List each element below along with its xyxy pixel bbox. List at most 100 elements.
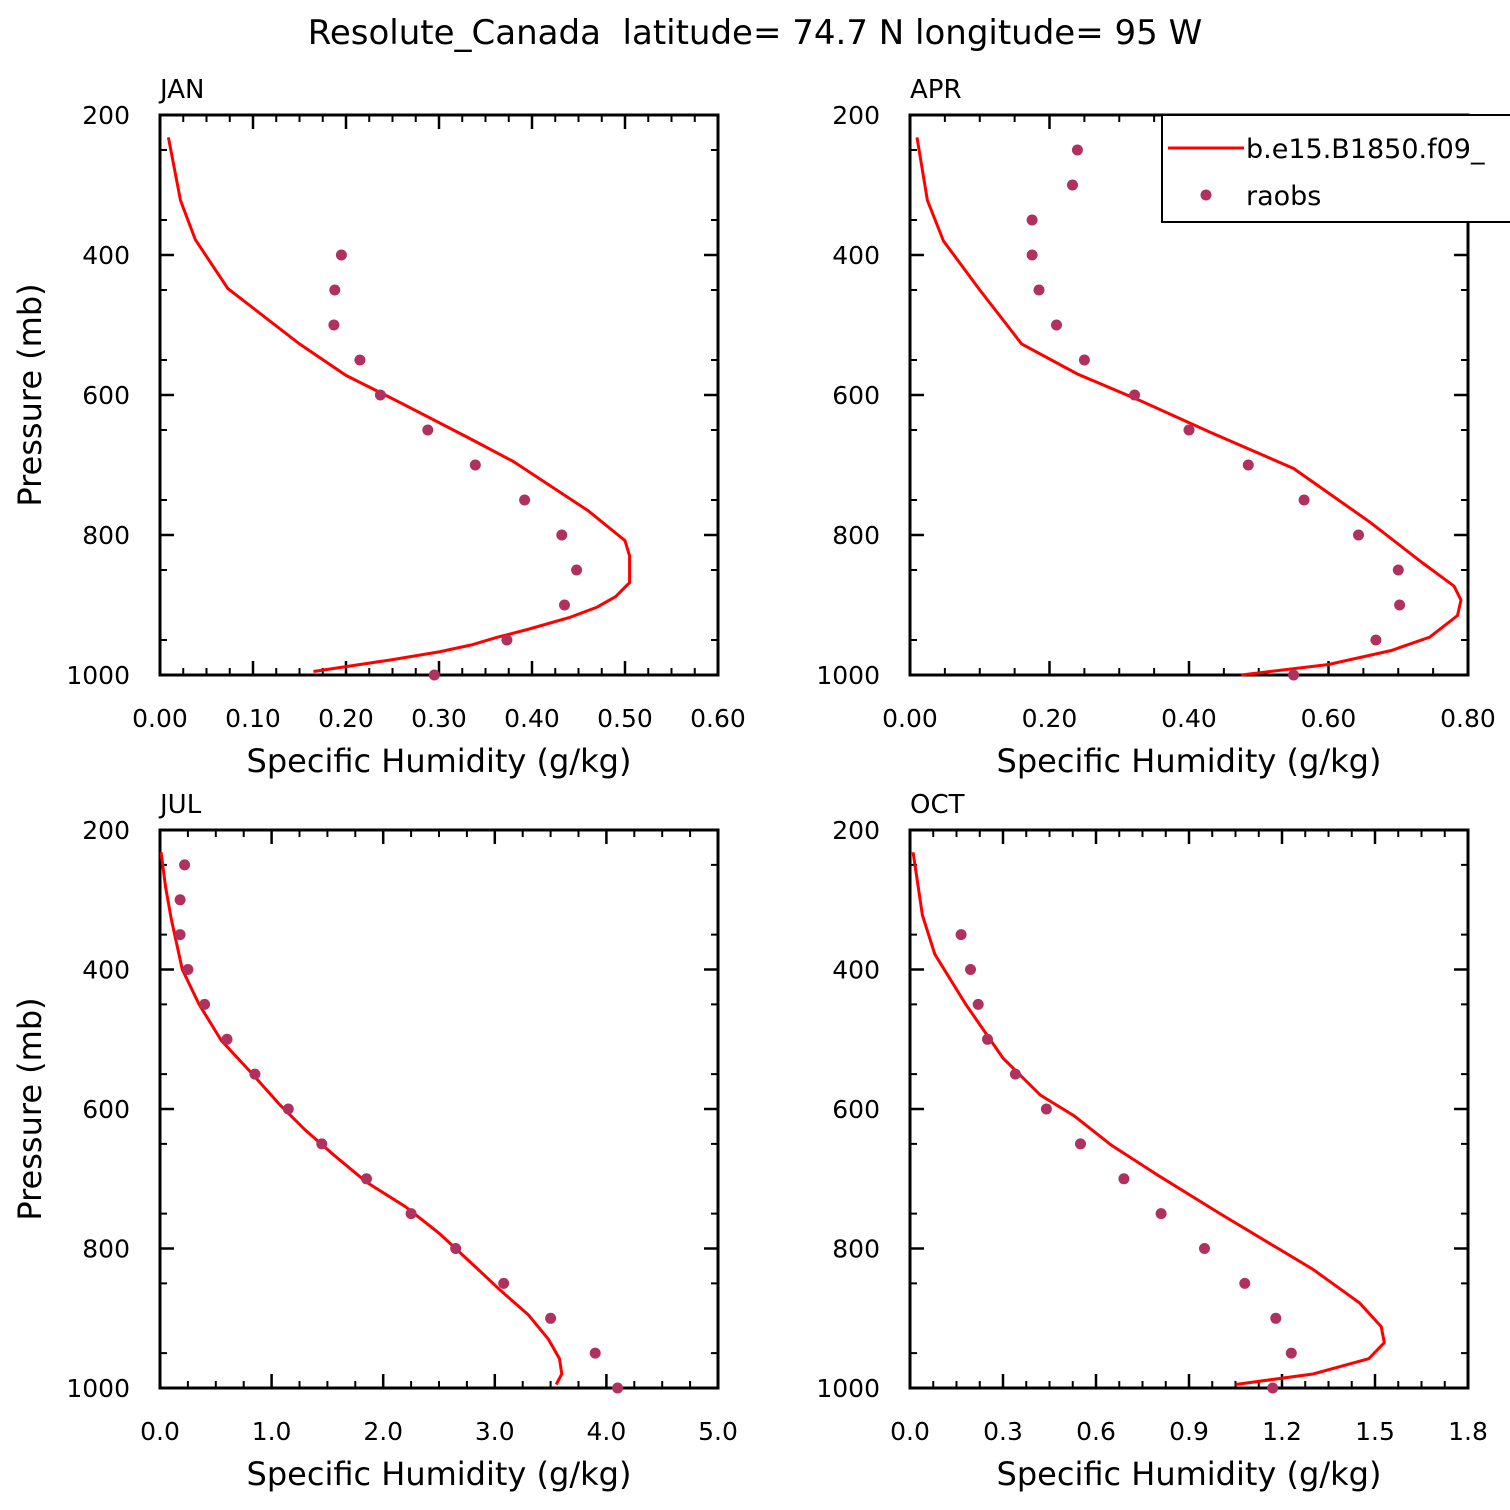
model-line: [915, 137, 1463, 677]
legend-box: [1161, 114, 1510, 223]
x-tick-label: 0.20: [1022, 704, 1078, 733]
raobs-marker: [1033, 284, 1045, 296]
y-tick-label: 200: [832, 816, 880, 845]
raobs-marker: [1394, 599, 1406, 611]
raobs-marker: [354, 354, 366, 366]
y-tick-label: 1000: [816, 1374, 880, 1403]
y-tick-label: 600: [82, 381, 130, 410]
raobs-marker: [571, 564, 583, 576]
raobs-marker: [450, 1243, 462, 1254]
raobs-marker: [174, 894, 186, 906]
raobs-marker: [1183, 424, 1195, 436]
raobs-marker: [559, 599, 570, 611]
raobs-marker: [545, 1312, 557, 1324]
y-tick-label: 400: [832, 956, 880, 985]
raobs-marker: [328, 319, 340, 331]
model-line: [159, 852, 564, 1386]
y-tick-label: 800: [82, 521, 130, 550]
raobs-marker: [1051, 319, 1062, 331]
raobs-marker: [1239, 1277, 1251, 1289]
panel-label: JUL: [158, 790, 202, 820]
legend-label-raobs: raobs: [1246, 181, 1321, 212]
y-tick-label: 800: [832, 1235, 880, 1264]
y-axis-label: Pressure (mb): [11, 997, 49, 1220]
plot-frame: [908, 828, 1470, 1390]
x-tick-label: 1.2: [1262, 1417, 1302, 1446]
raobs-marker: [1067, 179, 1078, 191]
raobs-marker: [221, 1033, 233, 1045]
y-tick-label: 1000: [66, 1374, 130, 1403]
raobs-marker: [1009, 1068, 1021, 1080]
raobs-marker: [422, 424, 434, 436]
panel-jul: JUL 0.0 1.0 2.0 3.0 4.0 5.0 200 400 600 800 1000 Spe…: [11, 790, 738, 1493]
x-tick-label: 5.0: [698, 1417, 738, 1446]
panel-label: JAN: [158, 75, 204, 105]
raobs-marker: [1370, 634, 1382, 646]
x-axis-label: Specific Humidity (g/kg): [997, 1455, 1382, 1493]
y-tick-label: 600: [832, 381, 880, 410]
x-tick-label: 0.6: [1076, 1417, 1116, 1446]
raobs-marker: [1288, 669, 1300, 681]
legend-marker-swatch: [1200, 189, 1212, 201]
y-tick-label: 400: [82, 241, 130, 270]
legend: b.e15.B1850.f09_raobs: [1161, 114, 1510, 223]
x-tick-label: 1.5: [1355, 1417, 1395, 1446]
raobs-marker: [405, 1208, 417, 1220]
figure-title: Resolute_Canada latitude= 74.7 N longitu…: [308, 13, 1202, 53]
x-tick-label: 0.40: [504, 704, 560, 733]
x-tick-label: 0.50: [597, 704, 653, 733]
y-tick-label: 200: [82, 101, 130, 130]
x-tick-label: 4.0: [587, 1417, 627, 1446]
raobs-marker: [589, 1347, 601, 1359]
y-tick-label: 400: [82, 956, 130, 985]
y-tick-label: 400: [832, 241, 880, 270]
raobs-marker: [1075, 1138, 1086, 1150]
raobs-marker: [174, 929, 186, 941]
raobs-marker: [179, 859, 191, 871]
y-tick-label: 1000: [816, 661, 880, 690]
raobs-marker: [519, 494, 531, 506]
x-tick-label: 2.0: [363, 1417, 403, 1446]
x-tick-label: 0.9: [1169, 1417, 1209, 1446]
raobs-marker: [1267, 1382, 1279, 1394]
y-tick-label: 200: [82, 816, 130, 845]
panel-oct: OCT 0.0 0.3 0.6 0.9 1.2 1.5 1.8 200 400 600 800 1000…: [816, 790, 1488, 1493]
raobs-marker: [199, 998, 211, 1010]
plot-frame: [158, 828, 720, 1390]
raobs-marker: [955, 929, 967, 941]
raobs-marker: [335, 249, 347, 261]
raobs-marker: [1392, 564, 1404, 576]
raobs-marker: [329, 284, 341, 296]
raobs-marker: [316, 1138, 328, 1150]
raobs-marker: [1353, 529, 1364, 541]
x-axis-label: Specific Humidity (g/kg): [247, 742, 632, 780]
panels: JAN 0.00 0.10 0.20 0.30 0.40 0.50 0.60 200 400 600…: [11, 75, 1510, 1493]
raobs-marker: [428, 669, 440, 681]
raobs-marker: [1270, 1312, 1282, 1324]
x-tick-label: 0.0: [890, 1417, 930, 1446]
raobs-marker: [249, 1068, 261, 1080]
panel-label: APR: [910, 75, 962, 105]
raobs-marker: [1071, 144, 1083, 156]
legend-label-model: b.e15.B1850.f09_: [1246, 134, 1485, 165]
raobs-marker: [498, 1277, 510, 1289]
y-tick-label: 600: [82, 1095, 130, 1124]
x-tick-label: 0.30: [411, 704, 467, 733]
raobs-marker: [1285, 1347, 1297, 1359]
x-axis-label: Specific Humidity (g/kg): [247, 1455, 632, 1493]
y-axis-label: Pressure (mb): [11, 283, 49, 506]
y-tick-label: 200: [832, 101, 880, 130]
x-tick-label: 1.8: [1448, 1417, 1488, 1446]
raobs-marker: [182, 964, 194, 975]
model-line: [166, 137, 632, 673]
raobs-marker: [1040, 1103, 1052, 1115]
raobs-marker: [1199, 1243, 1210, 1254]
x-tick-label: 0.0: [140, 1417, 180, 1446]
x-tick-label: 3.0: [475, 1417, 515, 1446]
y-tick-label: 1000: [66, 661, 130, 690]
raobs-marker: [556, 529, 568, 541]
panel-label: OCT: [910, 790, 965, 820]
x-tick-label: 0.00: [132, 704, 188, 733]
raobs-marker: [1118, 1173, 1130, 1185]
